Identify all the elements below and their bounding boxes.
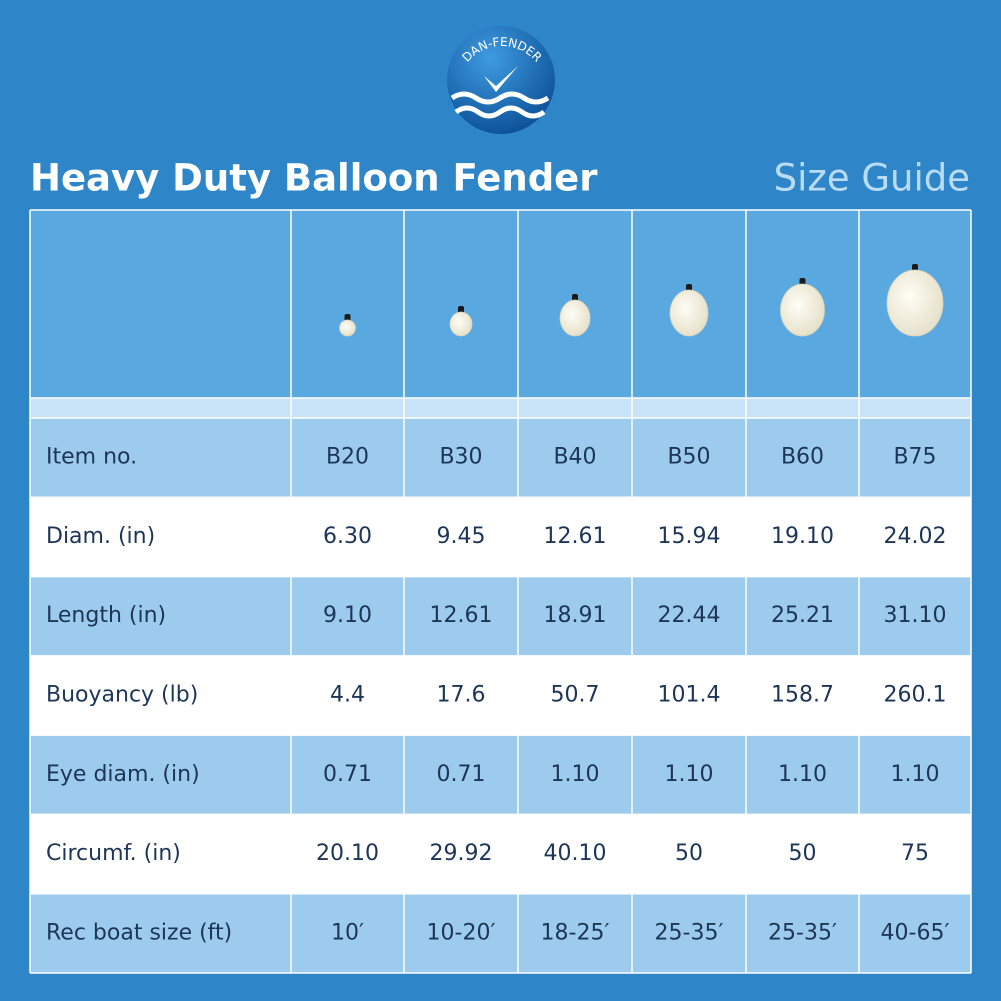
- balloon: [559, 299, 591, 337]
- logo-wave: [450, 91, 550, 105]
- row-label: Circumf. (in): [46, 841, 181, 866]
- cell-value: B30: [439, 445, 482, 470]
- cell-value: 50.7: [551, 683, 600, 708]
- cell-value: 24.02: [884, 524, 947, 549]
- cell-value: 158.7: [771, 683, 834, 708]
- cell-value: 0.71: [323, 762, 372, 787]
- cell-value: 10′: [331, 920, 364, 945]
- row-label: Buoyancy (lb): [46, 683, 198, 708]
- cell-value: B60: [781, 445, 824, 470]
- row-label: Rec boat size (ft): [46, 920, 232, 945]
- cell-value: 0.71: [437, 762, 486, 787]
- balloon: [449, 311, 473, 337]
- cell-value: 1.10: [551, 762, 600, 787]
- cell-value: 10-20′: [427, 920, 496, 945]
- subtitle: Size Guide: [774, 157, 970, 200]
- cell-value: B40: [553, 445, 596, 470]
- cell-value: 6.30: [323, 524, 372, 549]
- balloon: [886, 269, 944, 337]
- cell-value: 40-65′: [881, 920, 950, 945]
- row-background: [30, 655, 971, 736]
- image-row: [30, 210, 971, 398]
- cell-value: 25.21: [771, 603, 834, 628]
- row-label: Length (in): [46, 603, 166, 628]
- cell-value: 12.61: [544, 524, 607, 549]
- cell-value: 20.10: [316, 841, 379, 866]
- balloon: [780, 283, 825, 337]
- row-background: [30, 814, 971, 894]
- cell-value: 18-25′: [541, 920, 610, 945]
- row-background: [30, 576, 971, 656]
- cell-value: 101.4: [658, 683, 721, 708]
- cell-value: 260.1: [884, 683, 947, 708]
- cell-value: 25-35′: [768, 920, 837, 945]
- row-background: [30, 893, 971, 973]
- cell-value: B20: [326, 445, 369, 470]
- row-background: [30, 418, 971, 498]
- logo-check: [484, 66, 518, 92]
- cell-value: 22.44: [658, 603, 721, 628]
- cell-value: 29.92: [430, 841, 493, 866]
- cell-value: 50: [789, 841, 817, 866]
- cell-value: 25-35′: [655, 920, 724, 945]
- cell-value: 17.6: [437, 683, 486, 708]
- row-background: [30, 735, 971, 815]
- title: Heavy Duty Balloon Fender: [30, 157, 598, 200]
- cell-value: 1.10: [665, 762, 714, 787]
- table: Item no. B20 B30 B40 B50 B60 B75 Diam. (in) 6.30…: [29, 209, 972, 974]
- row-label: Diam. (in): [46, 524, 155, 549]
- balloon: [339, 319, 356, 337]
- cell-value: 18.91: [544, 603, 607, 628]
- row-background: [30, 497, 971, 577]
- row-label: Item no.: [46, 445, 137, 470]
- cell-value: 9.10: [323, 603, 372, 628]
- cell-value: 15.94: [658, 524, 721, 549]
- cell-value: 1.10: [891, 762, 940, 787]
- cell-value: 9.45: [437, 524, 486, 549]
- cell-value: 75: [901, 841, 929, 866]
- cell-value: 31.10: [884, 603, 947, 628]
- separator-band: [30, 398, 971, 418]
- balloon: [669, 289, 709, 337]
- cell-value: B50: [667, 445, 710, 470]
- cell-value: B75: [893, 445, 936, 470]
- cell-value: 40.10: [544, 841, 607, 866]
- cell-value: 19.10: [771, 524, 834, 549]
- cell-value: 12.61: [430, 603, 493, 628]
- logo-wave: [454, 105, 546, 119]
- cell-value: 1.10: [778, 762, 827, 787]
- cell-value: 50: [675, 841, 703, 866]
- logo: DAN-FENDER: [447, 26, 555, 134]
- cell-value: 4.4: [330, 683, 365, 708]
- row-label: Eye diam. (in): [46, 762, 200, 787]
